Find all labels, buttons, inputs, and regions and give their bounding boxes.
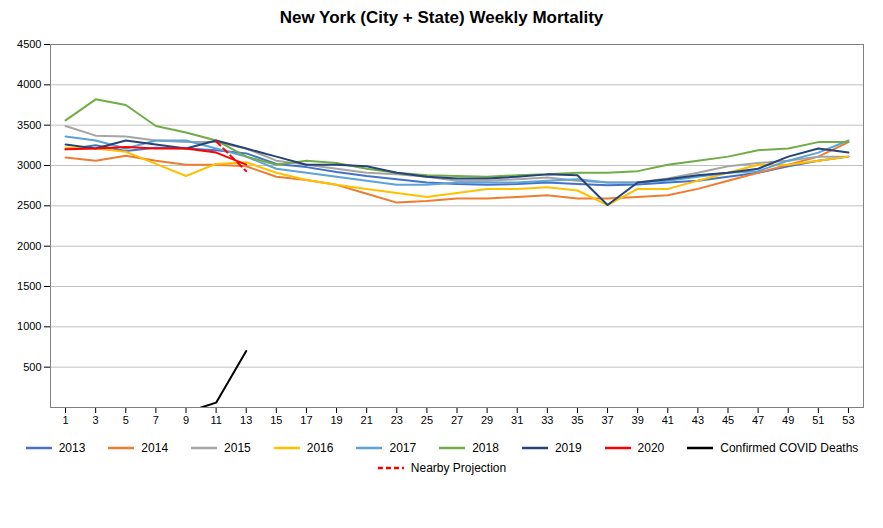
svg-text:17: 17 <box>300 414 312 426</box>
svg-text:3: 3 <box>93 414 99 426</box>
svg-text:21: 21 <box>361 414 373 426</box>
html-text:2018: 2018 <box>472 441 499 455</box>
svg-text:39: 39 <box>632 414 644 426</box>
svg-text:9: 9 <box>183 414 189 426</box>
svg-text:500: 500 <box>23 361 41 373</box>
svg-text:51: 51 <box>812 414 824 426</box>
html-text:2015: 2015 <box>224 441 251 455</box>
svg-text:7: 7 <box>153 414 159 426</box>
svg-text:29: 29 <box>481 414 493 426</box>
html-text:2020: 2020 <box>637 441 665 455</box>
svg-text:37: 37 <box>601 414 613 426</box>
svg-text:1000: 1000 <box>17 320 41 332</box>
svg-text:53: 53 <box>842 414 854 426</box>
svg-text:13: 13 <box>240 414 252 426</box>
html-text:New York (City + State) Weekly: New York (City + State) Weekly Mortality <box>279 8 604 27</box>
svg-text:41: 41 <box>662 414 674 426</box>
svg-text:11: 11 <box>210 414 221 426</box>
svg-text:23: 23 <box>391 414 403 426</box>
svg-text:3500: 3500 <box>17 119 41 131</box>
svg-text:4500: 4500 <box>17 38 41 50</box>
svg-text:2500: 2500 <box>17 199 41 211</box>
html-text:2016: 2016 <box>306 441 334 455</box>
svg-text:27: 27 <box>451 414 463 426</box>
svg-text:35: 35 <box>571 414 583 426</box>
svg-text:47: 47 <box>752 414 764 426</box>
svg-text:15: 15 <box>270 414 282 426</box>
svg-text:43: 43 <box>692 414 704 426</box>
svg-text:49: 49 <box>782 414 794 426</box>
svg-text:5: 5 <box>123 414 129 426</box>
html-text:2014: 2014 <box>141 441 169 455</box>
svg-text:1500: 1500 <box>17 280 41 292</box>
svg-text:45: 45 <box>722 414 734 426</box>
html-text:Nearby Projection: Nearby Projection <box>410 461 507 475</box>
html-text:2013: 2013 <box>58 441 86 455</box>
svg-text:3000: 3000 <box>17 159 41 171</box>
svg-text:2000: 2000 <box>17 240 41 252</box>
svg-text:33: 33 <box>541 414 553 426</box>
html-text:2017: 2017 <box>389 441 417 455</box>
svg-text:19: 19 <box>330 414 342 426</box>
svg-text:25: 25 <box>421 414 433 426</box>
svg-text:1: 1 <box>62 414 68 426</box>
html-text:2019: 2019 <box>554 441 582 455</box>
html-text:Confirmed COVID Deaths: Confirmed COVID Deaths <box>720 441 859 455</box>
svg-text:31: 31 <box>511 414 523 426</box>
svg-text:4000: 4000 <box>17 78 41 90</box>
